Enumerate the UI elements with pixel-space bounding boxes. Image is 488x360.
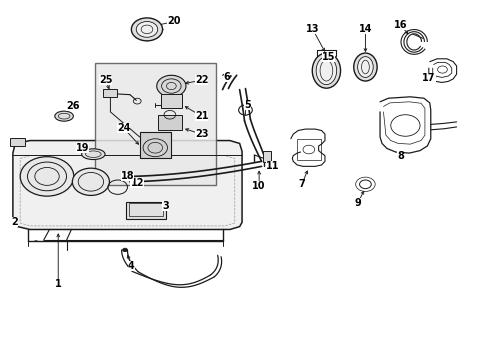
Bar	[129, 203, 163, 216]
Bar	[103, 89, 117, 97]
Ellipse shape	[353, 53, 376, 81]
Text: 2: 2	[11, 217, 18, 227]
Text: 8: 8	[396, 150, 403, 161]
Bar	[160, 94, 182, 108]
Text: 22: 22	[194, 75, 208, 85]
Ellipse shape	[81, 149, 105, 159]
Ellipse shape	[316, 57, 336, 85]
Bar	[126, 202, 165, 219]
Text: 18: 18	[121, 171, 134, 181]
Text: 10: 10	[252, 181, 265, 192]
Circle shape	[72, 168, 109, 195]
Circle shape	[131, 18, 162, 41]
Bar	[10, 138, 25, 146]
Text: 19: 19	[76, 143, 89, 153]
Text: 5: 5	[244, 100, 250, 111]
Text: 15: 15	[321, 52, 334, 62]
Text: 24: 24	[117, 123, 130, 133]
Bar	[140, 132, 171, 158]
Circle shape	[20, 157, 74, 196]
Text: 25: 25	[99, 75, 112, 85]
Circle shape	[136, 22, 158, 37]
Text: 4: 4	[128, 261, 135, 271]
Text: 17: 17	[421, 73, 435, 83]
Polygon shape	[13, 140, 242, 229]
Bar	[297, 139, 320, 160]
Text: 26: 26	[66, 102, 80, 112]
Text: 9: 9	[353, 198, 360, 208]
Text: 6: 6	[223, 72, 230, 82]
Text: 7: 7	[298, 179, 305, 189]
Text: 20: 20	[167, 17, 180, 27]
Circle shape	[157, 75, 185, 97]
Bar	[158, 115, 182, 130]
FancyBboxPatch shape	[95, 63, 215, 185]
Circle shape	[122, 248, 127, 252]
Text: 21: 21	[194, 111, 208, 121]
Text: 16: 16	[393, 20, 407, 30]
Text: 12: 12	[130, 178, 143, 188]
Text: 23: 23	[194, 129, 208, 139]
Text: 14: 14	[358, 24, 371, 35]
Ellipse shape	[357, 57, 372, 77]
Ellipse shape	[312, 53, 340, 88]
Text: 3: 3	[162, 201, 168, 211]
Text: 11: 11	[265, 161, 279, 171]
Text: 1: 1	[55, 279, 61, 289]
Text: 13: 13	[305, 24, 319, 35]
Ellipse shape	[55, 111, 73, 121]
Bar	[262, 150, 271, 162]
